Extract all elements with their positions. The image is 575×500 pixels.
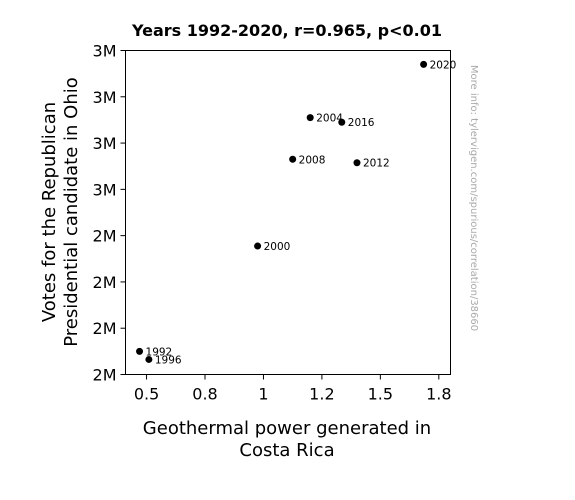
x-tick-label: 0.5 [134,385,159,404]
y-axis-ticks: 2M 2M 2M 2M 3M 3M 3M 3M [93,42,126,385]
data-point-label: 2012 [363,158,390,170]
x-axis-ticks: 0.5 0.8 1 1.2 1.5 1.8 [134,374,452,404]
data-point [306,114,314,122]
y-tick-label: 2M [93,227,117,246]
data-point [338,118,346,126]
y-tick-label: 2M [93,273,117,292]
x-tick-label: 1 [258,385,268,404]
data-point [353,159,361,167]
data-point-label: 1992 [146,346,173,358]
data-point [254,242,262,250]
data-point [136,347,144,355]
y-axis-label-line-2: Presidential candidate in Ohio [61,77,82,347]
data-point [145,355,153,363]
data-point-label: 1996 [155,354,182,366]
y-tick-label: 3M [93,180,117,199]
data-point-label: 2004 [316,113,343,125]
data-point-label: 2008 [299,154,326,166]
x-axis-label-line-2: Costa Rica [239,440,334,461]
y-tick-label: 3M [93,42,117,61]
y-tick-label: 3M [93,88,117,107]
x-tick-label: 1.2 [309,385,334,404]
data-point-label: 2020 [430,59,457,71]
data-point [289,155,297,163]
data-point-label: 2000 [264,241,291,253]
y-tick-label: 2M [93,366,117,385]
plot-area [125,50,451,375]
x-tick-label: 1.5 [368,385,393,404]
source-note: More info: tylervigen.com/spurious/corre… [468,65,479,331]
x-tick-label: 1.8 [426,385,451,404]
y-tick-label: 3M [93,134,117,153]
data-point-label: 2016 [348,117,375,129]
chart-title: Years 1992-2020, r=0.965, p<0.01 [131,21,442,40]
y-axis-label-line-1: Votes for the Republican [39,102,60,322]
x-tick-label: 0.8 [192,385,217,404]
y-tick-label: 2M [93,319,117,338]
x-axis-label-line-1: Geothermal power generated in [143,418,431,439]
data-point [420,60,428,68]
